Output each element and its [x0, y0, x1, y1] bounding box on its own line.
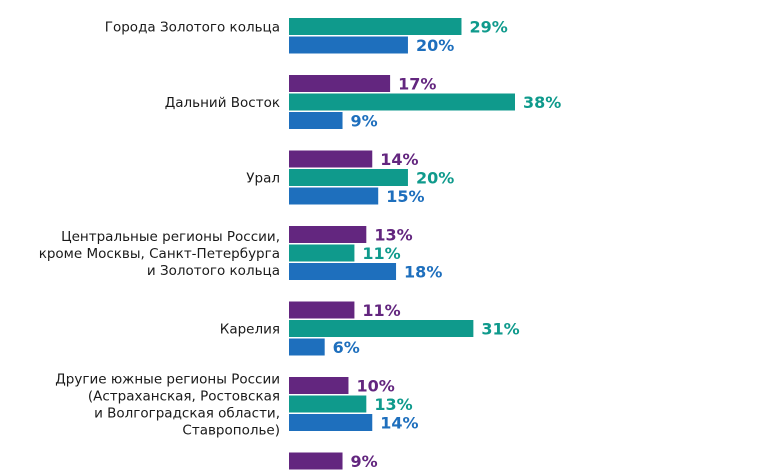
bar	[289, 150, 373, 168]
bar-group: Города Золотого кольца 29% 20%	[105, 18, 508, 56]
bar	[289, 377, 349, 394]
category-label: Другие южные регионы России (Астраханская…	[55, 372, 280, 439]
bar	[289, 263, 397, 280]
value-label: 20%	[416, 36, 454, 55]
bar-group: Другие южные регионы России (Астраханская…	[55, 372, 418, 439]
bar	[289, 338, 325, 356]
bar	[289, 112, 343, 129]
bar-group: Сибирь9%23%	[289, 452, 378, 470]
value-label: 14%	[380, 414, 418, 433]
bar-group: Урал 14%20%15%	[246, 150, 454, 206]
value-label: 10%	[356, 377, 394, 396]
value-label: 38%	[523, 93, 561, 112]
category-label: Карелия	[220, 322, 280, 338]
value-label: 13%	[374, 395, 412, 414]
value-label: 6%	[333, 338, 360, 357]
bar-group: Центральные регионы России, кроме Москвы,…	[39, 226, 443, 282]
bar	[289, 226, 367, 243]
value-label: 29%	[469, 18, 507, 37]
bar	[289, 36, 408, 54]
bar	[289, 187, 379, 205]
category-label: Урал	[246, 171, 280, 187]
value-label: 20%	[416, 169, 454, 188]
value-label: 9%	[351, 112, 378, 131]
value-label: 9%	[351, 452, 378, 470]
bar	[289, 414, 373, 431]
bar	[289, 169, 408, 186]
value-label: 15%	[386, 187, 424, 206]
value-label: 31%	[481, 320, 519, 339]
category-label: Центральные регионы России, кроме Москвы,…	[39, 229, 280, 279]
value-label: 13%	[374, 226, 412, 245]
bar	[289, 18, 462, 35]
value-label: 11%	[362, 301, 400, 320]
bar-group: Карелия 11% 31% 6%	[220, 301, 520, 357]
value-label: 11%	[362, 244, 400, 263]
bar	[289, 244, 355, 262]
bar	[289, 320, 474, 337]
value-label: 18%	[404, 263, 442, 282]
bar	[289, 93, 515, 111]
bar	[289, 395, 367, 413]
category-label: Дальний Восток	[165, 95, 280, 111]
bar	[289, 452, 343, 470]
bar-group: Дальний Восток 17% 38% 9%	[165, 75, 562, 131]
category-label: Города Золотого кольца	[105, 20, 280, 36]
value-label: 14%	[380, 150, 418, 169]
bar	[289, 75, 391, 92]
bar	[289, 301, 355, 319]
value-label: 17%	[398, 75, 436, 94]
